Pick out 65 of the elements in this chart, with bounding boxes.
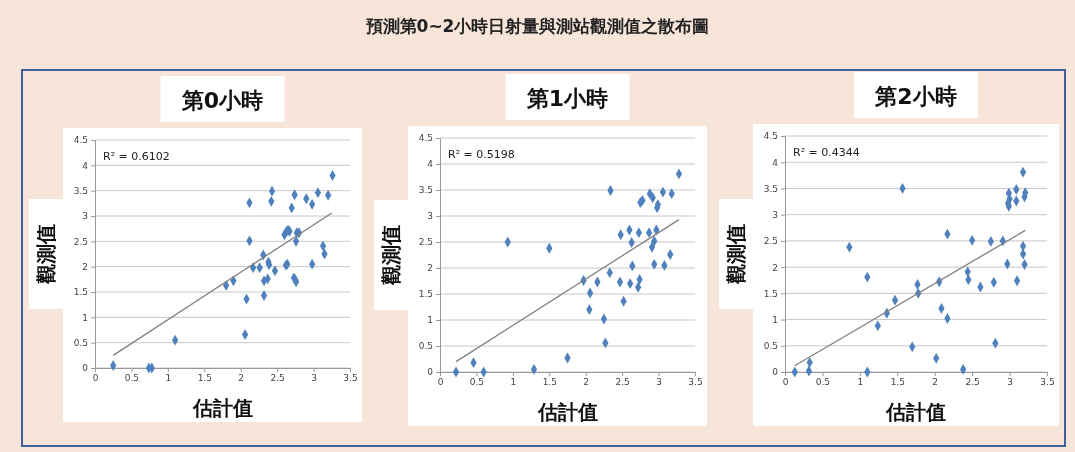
y-tick-label: 4	[772, 157, 779, 168]
x-tick-label: 0.5	[469, 377, 485, 388]
x-tick-label: 2	[583, 377, 590, 388]
y-tick-label: 2.5	[418, 237, 433, 248]
y-axis-title: 觀測值	[379, 225, 403, 286]
x-tick-label: 2.5	[965, 377, 980, 388]
y-tick-label: 2	[427, 263, 433, 274]
annotation: R² = 0.5198	[448, 148, 515, 161]
x-tick-label: 2	[238, 373, 245, 384]
y-tick-label: 2.5	[73, 236, 88, 247]
y-tick-label: 1	[82, 312, 88, 323]
x-tick-label: 2.5	[270, 373, 285, 384]
x-tick-label: 3.5	[343, 373, 358, 384]
y-tick-label: 2	[772, 262, 778, 273]
x-tick-label: 1.5	[197, 373, 212, 384]
y-tick-label: 2	[82, 262, 88, 273]
y-tick-label: 3	[772, 210, 778, 221]
y-tick-label: 3.5	[418, 185, 433, 196]
y-tick-label: 1	[427, 315, 433, 326]
x-tick-label: 0	[437, 377, 444, 388]
x-tick-label: 0.5	[124, 373, 140, 384]
y-tick-label: 1.5	[763, 288, 778, 299]
x-axis-title: 估計值	[191, 396, 253, 420]
x-axis-title: 估計值	[885, 400, 946, 424]
text: 預測第0~2小時日射量與測站觀測值之散布圖	[364, 16, 710, 36]
y-tick-label: 3.5	[73, 186, 88, 197]
y-tick-label: 3.5	[763, 183, 778, 194]
y-tick-label: 1.5	[73, 287, 88, 298]
x-tick-label: 3	[1007, 377, 1013, 388]
y-tick-label: 4.5	[763, 131, 778, 142]
x-tick-label: 1.5	[890, 377, 905, 388]
x-tick-label: 3	[656, 377, 662, 388]
y-tick-label: 4	[82, 160, 89, 171]
x-tick-label: 1	[510, 377, 517, 388]
x-tick-label: 0	[782, 377, 789, 388]
annotation: R² = 0.4344	[793, 146, 860, 159]
chart-title: 第1小時	[525, 86, 609, 111]
x-tick-label: 3	[311, 373, 317, 384]
x-tick-label: 1.5	[542, 377, 557, 388]
x-tick-label: 0.5	[815, 377, 831, 388]
y-tick-label: 2.5	[763, 236, 778, 247]
x-tick-label: 1	[165, 373, 172, 384]
y-tick-label: 0.5	[418, 341, 433, 352]
chart-title: 第2小時	[874, 84, 957, 109]
y-tick-label: 0.5	[73, 338, 88, 349]
annotation: R² = 0.6102	[103, 150, 170, 163]
y-tick-label: 3	[427, 211, 433, 222]
y-tick-label: 4	[427, 159, 434, 170]
y-tick-label: 3	[82, 211, 88, 222]
x-tick-label: 2.5	[615, 377, 630, 388]
y-tick-label: 0	[82, 363, 89, 374]
y-tick-label: 1	[772, 314, 778, 325]
chart-title: 第0小時	[180, 88, 264, 113]
x-tick-label: 2	[932, 377, 939, 388]
x-tick-label: 3.5	[1040, 377, 1055, 388]
x-tick-label: 3.5	[688, 377, 703, 388]
x-tick-label: 1	[857, 377, 864, 388]
y-tick-label: 1.5	[418, 289, 433, 300]
x-tick-label: 0	[92, 373, 99, 384]
x-axis-title: 估計值	[536, 400, 598, 424]
y-tick-label: 0.5	[763, 341, 778, 352]
y-axis-title: 觀測值	[724, 224, 748, 285]
y-axis-title: 觀測值	[34, 224, 58, 285]
y-tick-label: 4.5	[73, 135, 88, 146]
y-tick-label: 4.5	[418, 133, 433, 144]
